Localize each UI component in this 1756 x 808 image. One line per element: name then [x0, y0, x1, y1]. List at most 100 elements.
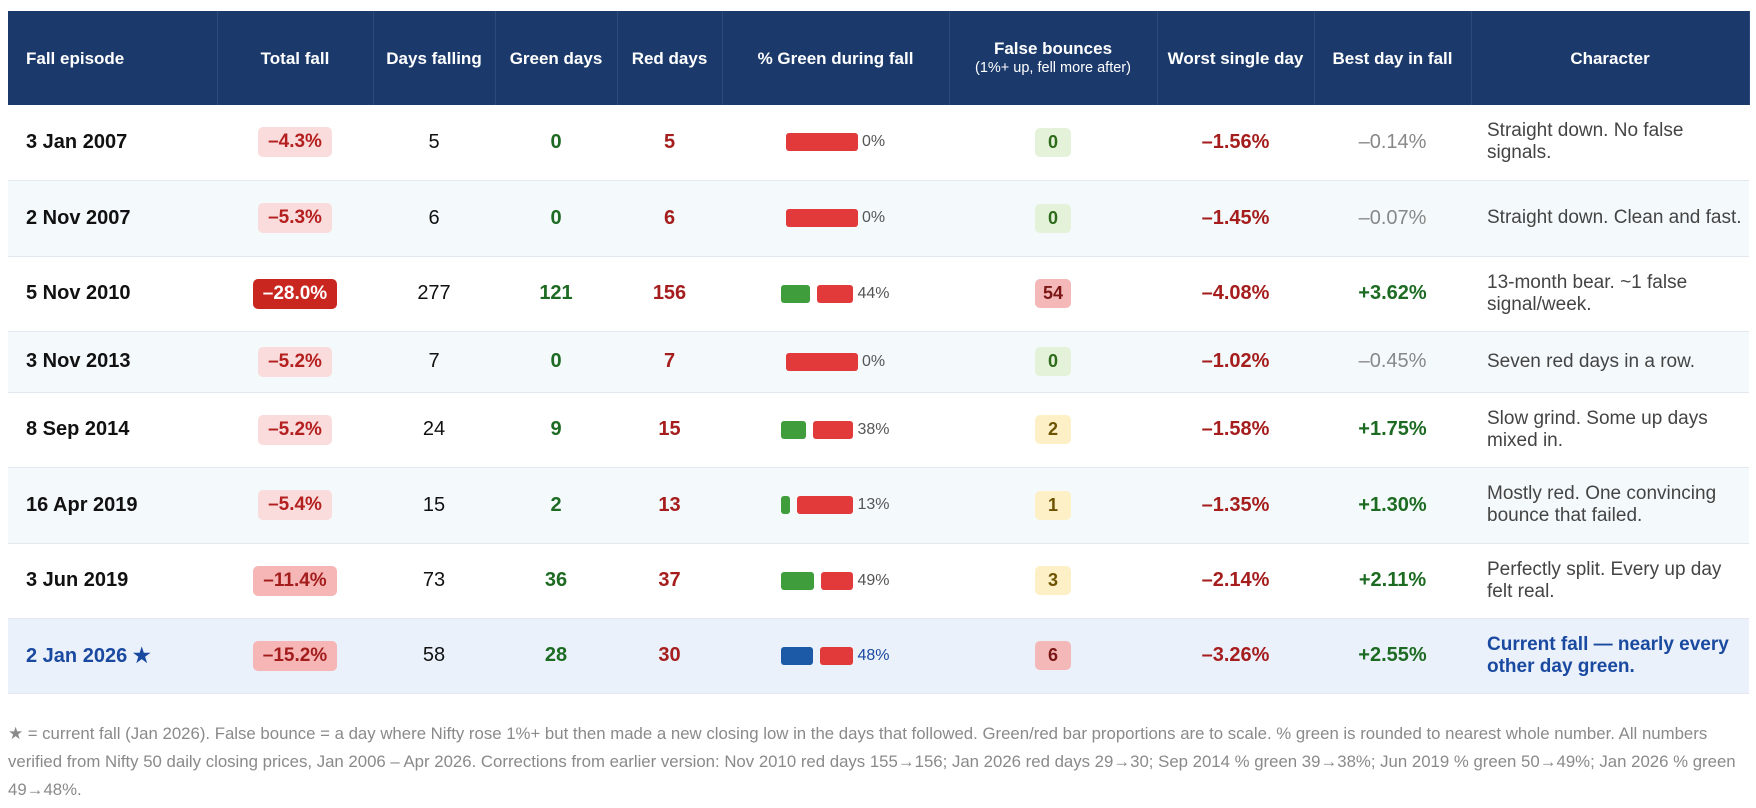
header-label: Worst single day	[1167, 48, 1304, 68]
days-falling: 7	[373, 331, 495, 393]
total-fall: –5.3%	[258, 203, 332, 233]
pct-green-cell: 0%	[722, 180, 949, 257]
column-header: Green days	[495, 11, 618, 105]
red-bar	[785, 133, 858, 152]
character: Straight down. No false signals.	[1471, 105, 1749, 181]
pct-green: 38%	[857, 420, 890, 438]
best-day: +1.30%	[1314, 467, 1471, 544]
total-fall: –5.2%	[258, 414, 332, 445]
episode: 2 Jan 2026 ★	[8, 618, 217, 694]
total-fall: –4.3%	[258, 127, 332, 158]
column-header: False bounces (1%+ up, fell more after)	[949, 11, 1158, 105]
green-bar	[781, 496, 791, 515]
pct-green-cell: 13%	[722, 467, 949, 544]
column-header: Character	[1471, 11, 1750, 105]
best-day: –0.14%	[1314, 105, 1471, 181]
episode: 2 Nov 2007	[8, 180, 217, 257]
table-row: 16 Apr 2019 –5.4% 15 2 13 13% 1 –1.35% +1.30% Mos…	[8, 467, 1749, 544]
best-day: –0.45%	[1314, 331, 1471, 393]
pct-green-cell: 49%	[722, 543, 949, 619]
worst-day: –3.26%	[1157, 618, 1314, 694]
pct-green: 49%	[857, 571, 890, 589]
false-bounces-cell: 2	[949, 392, 1157, 468]
days-falling: 6	[373, 180, 495, 257]
header-row: Fall episode Total fall Days falling Green …	[8, 11, 1750, 105]
best-day: –0.07%	[1314, 180, 1471, 257]
character: Perfectly split. Every up day felt real.	[1471, 543, 1749, 619]
red-bar	[816, 284, 854, 303]
footnote: ★ = current fall (Jan 2026). False bounc…	[8, 724, 1736, 799]
false-bounces: 2	[1035, 415, 1071, 444]
green-days: 0	[495, 180, 617, 257]
red-days: 30	[617, 618, 722, 694]
header-label: Total fall	[260, 48, 330, 68]
header-label: Days falling	[386, 48, 482, 68]
false-bounces-cell: 0	[949, 331, 1157, 393]
character: Mostly red. One convincing bounce that f…	[1471, 467, 1749, 544]
total-fall: –5.4%	[258, 490, 332, 520]
total-fall: –28.0%	[252, 278, 338, 309]
days-falling: 277	[373, 256, 495, 332]
total-fall-cell: –15.2%	[217, 618, 373, 694]
pct-green: 44%	[857, 284, 890, 302]
green-days: 121	[495, 256, 617, 332]
red-bar	[797, 496, 854, 515]
green-bar	[781, 646, 813, 665]
green-days: 28	[495, 618, 617, 694]
table-row: 2 Nov 2007 –5.3% 6 0 6 0% 0 –1.45% –0.07% Straigh…	[8, 180, 1749, 257]
worst-day: –1.58%	[1157, 392, 1314, 468]
episode: 8 Sep 2014	[8, 392, 217, 468]
false-bounces-cell: 0	[949, 180, 1157, 257]
green-days: 9	[495, 392, 617, 468]
table: Fall episode Total fall Days falling Green …	[8, 11, 1750, 694]
false-bounces-cell: 1	[949, 467, 1157, 544]
days-falling: 5	[373, 105, 495, 181]
column-header: Worst single day	[1157, 11, 1315, 105]
false-bounces: 0	[1035, 347, 1071, 376]
column-header: % Green during fall	[722, 11, 950, 105]
green-days: 0	[495, 105, 617, 181]
table-row: 5 Nov 2010 –28.0% 277 121 156 44% 54 –4.08% +3.6…	[8, 256, 1749, 332]
total-fall-cell: –5.3%	[217, 180, 373, 257]
header-note: (1%+ up, fell more after)	[975, 60, 1131, 76]
column-header: Red days	[617, 11, 723, 105]
header-label: Character	[1570, 48, 1650, 68]
pct-green: 48%	[857, 646, 890, 664]
table-wrap: Fall episode Total fall Days falling Green …	[8, 11, 1750, 694]
worst-day: –1.45%	[1157, 180, 1314, 257]
worst-day: –1.35%	[1157, 467, 1314, 544]
character: Current fall — nearly every other day gr…	[1471, 618, 1749, 694]
pct-green: 13%	[857, 496, 890, 514]
best-day: +2.55%	[1314, 618, 1471, 694]
character: Slow grind. Some up days mixed in.	[1471, 392, 1749, 468]
red-days: 5	[617, 105, 722, 181]
green-days: 0	[495, 331, 617, 393]
character: Straight down. Clean and fast.	[1471, 180, 1749, 257]
red-days: 6	[617, 180, 722, 257]
pct-green-cell: 48%	[722, 618, 949, 694]
pct-green: 0%	[861, 352, 886, 370]
pct-green-cell: 0%	[722, 105, 949, 181]
total-fall-cell: –5.4%	[217, 467, 373, 544]
worst-day: –1.56%	[1157, 105, 1314, 181]
episode: 3 Jun 2019	[8, 543, 217, 619]
green-bar	[781, 420, 806, 439]
episode: 5 Nov 2010	[8, 256, 217, 332]
red-bar	[819, 646, 854, 665]
total-fall: –15.2%	[252, 640, 338, 671]
header-label: Fall episode	[26, 48, 125, 68]
column-header: Best day in fall	[1314, 11, 1472, 105]
character: Seven red days in a row.	[1471, 331, 1749, 393]
days-falling: 73	[373, 543, 495, 619]
table-row: 3 Nov 2013 –5.2% 7 0 7 0% 0 –1.02% –0.45% Seven r…	[8, 331, 1749, 393]
best-day: +1.75%	[1314, 392, 1471, 468]
days-falling: 15	[373, 467, 495, 544]
red-days: 15	[617, 392, 722, 468]
character: 13-month bear. ~1 false signal/week.	[1471, 256, 1749, 332]
column-header: Total fall	[217, 11, 374, 105]
pct-green-cell: 0%	[722, 331, 949, 393]
best-day: +3.62%	[1314, 256, 1471, 332]
total-fall-cell: –5.2%	[217, 331, 373, 393]
table-body: 3 Jan 2007 –4.3% 5 0 5 0% 0 –1.56% –0.14% Straigh…	[8, 105, 1749, 694]
